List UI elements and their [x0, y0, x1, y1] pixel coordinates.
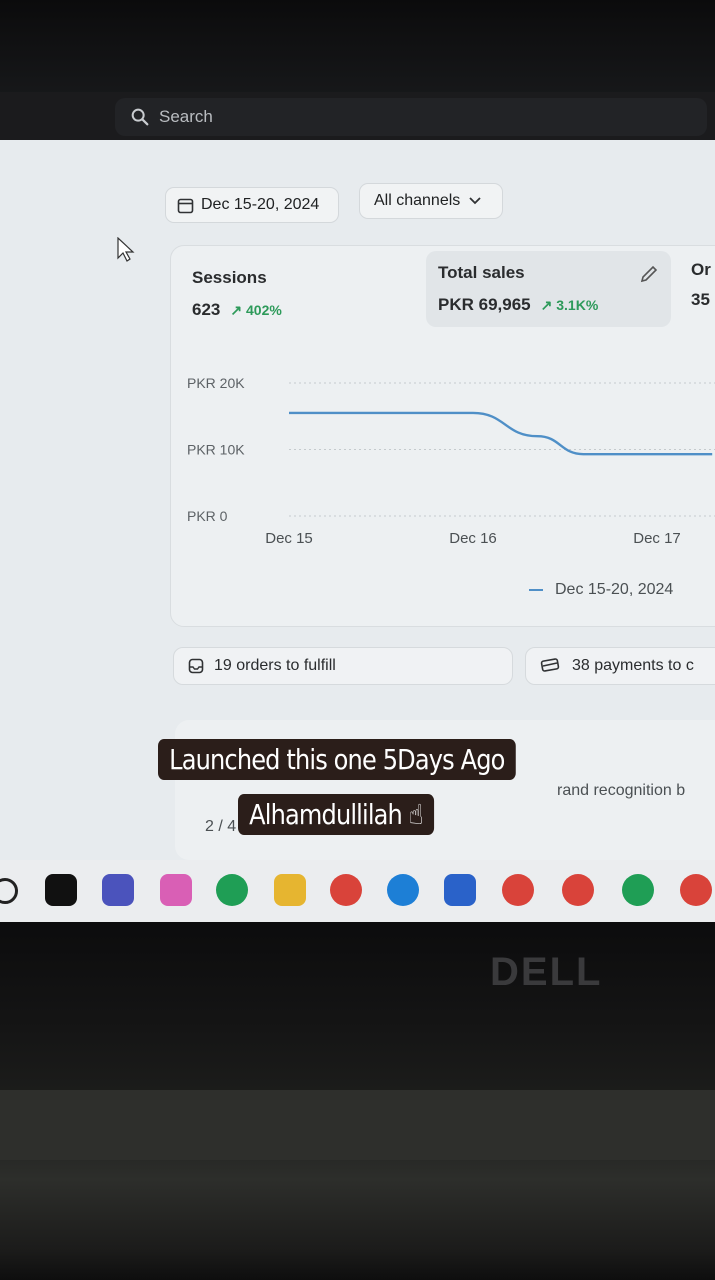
total-sales-label: Total sales: [438, 263, 525, 282]
taskbar-whatsapp-icon[interactable]: [622, 874, 654, 906]
dell-logo: DELL: [490, 950, 603, 994]
sessions-delta: 402%: [246, 301, 282, 318]
series-line: [289, 411, 713, 456]
search-label: Search: [159, 107, 213, 126]
chevron-down-icon: [469, 197, 481, 205]
orders-label: Or: [691, 260, 711, 279]
y-tick-label: PKR 20K: [187, 375, 245, 391]
payments-label: 38 payments to c: [572, 657, 694, 674]
channels-dropdown[interactable]: All channels: [359, 183, 503, 219]
y-tick-label: PKR 10K: [187, 442, 245, 458]
taskbar-whatsapp-icon[interactable]: [216, 874, 248, 906]
sessions-value: 623: [192, 300, 221, 319]
taskbar-chrome-icon[interactable]: [502, 874, 534, 906]
channels-label: All channels: [374, 192, 461, 209]
search-icon: [131, 108, 149, 126]
mouse-cursor-icon: [117, 237, 135, 262]
taskbar-chrome-icon[interactable]: [562, 874, 594, 906]
payments-task[interactable]: 38 payments to c: [525, 647, 715, 685]
inbox-icon: [188, 658, 204, 674]
search-bar[interactable]: Search: [115, 98, 707, 136]
promo-text: rand recognition b: [557, 782, 686, 799]
taskbar-chrome-icon[interactable]: [680, 874, 712, 906]
orders-to-fulfill-label: 19 orders to fulfill: [214, 657, 336, 674]
calendar-icon: [177, 198, 194, 213]
orders-metric[interactable]: Or 35: [691, 260, 711, 310]
legend-label: Dec 15-20, 2024: [555, 581, 674, 598]
taskbar-copilot-icon[interactable]: [160, 874, 192, 906]
legend-swatch: [529, 589, 543, 591]
keyboard-row: [0, 1090, 715, 1160]
taskbar-teams-icon[interactable]: [102, 874, 134, 906]
total-sales-metric[interactable]: Total sales PKR 69,965 ↗ 3.1K%: [438, 263, 598, 315]
caption-line-1: Launched this one 5Days Ago: [158, 739, 516, 780]
taskbar-task-view-icon[interactable]: [45, 874, 77, 906]
chart-legend: Dec 15-20, 2024: [529, 581, 673, 599]
sessions-label: Sessions: [192, 268, 267, 287]
sales-line-chart: PKR 20K PKR 10K PKR 0 Dec 15 Dec 16 Dec 17: [187, 375, 715, 547]
total-sales-delta: 3.1K%: [556, 296, 599, 313]
taskbar-search-icon[interactable]: [0, 878, 18, 904]
edit-pencil-icon[interactable]: [639, 264, 659, 284]
trend-up-icon: ↗: [540, 296, 553, 313]
date-range-button[interactable]: Dec 15-20, 2024: [165, 187, 339, 223]
metrics-card: Sessions 623 ↗ 402% Total sales PKR 69,9…: [170, 245, 715, 627]
x-tick-label: Dec 16: [449, 530, 497, 547]
taskbar-file-explorer-icon[interactable]: [274, 874, 306, 906]
trend-up-icon: ↗: [230, 301, 243, 318]
orders-value: 35: [691, 290, 710, 309]
analytics-screen: Dec 15-20, 2024 All channels Sessions 62…: [0, 140, 715, 860]
x-tick-label: Dec 17: [633, 530, 681, 547]
x-tick-label: Dec 15: [265, 530, 313, 547]
date-range-label: Dec 15-20, 2024: [201, 196, 320, 213]
taskbar-edge-icon[interactable]: [387, 874, 419, 906]
y-tick-label: PKR 0: [187, 508, 228, 524]
total-sales-highlight[interactable]: [426, 251, 671, 327]
pager-indicator: 2 / 4: [205, 818, 237, 835]
taskbar-chrome-icon[interactable]: [330, 874, 362, 906]
taskbar-microsoft-store-icon[interactable]: [444, 874, 476, 906]
caption-line-2: Alhamdullilah ☝: [238, 794, 434, 835]
total-sales-value: PKR 69,965: [438, 295, 531, 314]
sessions-metric[interactable]: Sessions 623 ↗ 402%: [192, 268, 282, 320]
payment-icon: [540, 658, 560, 672]
orders-to-fulfill-task[interactable]: 19 orders to fulfill: [173, 647, 513, 685]
